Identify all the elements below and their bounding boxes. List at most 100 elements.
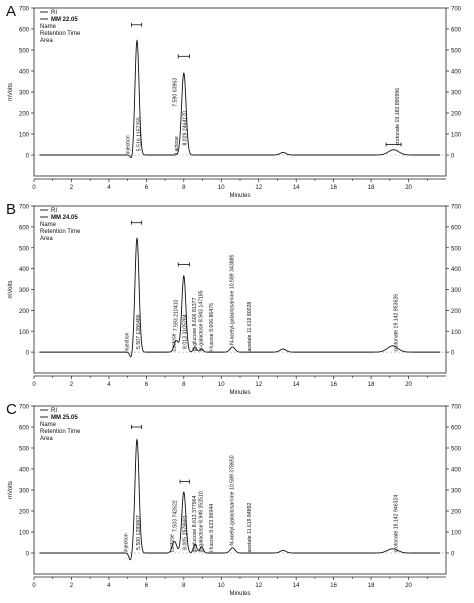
peak-annotation: 7.593 210410	[173, 299, 179, 331]
peak-annotation: acetate 11.619 84892	[247, 502, 253, 552]
x-tick-label: 16	[330, 583, 337, 589]
y-tick-label: 300	[19, 91, 30, 97]
x-tick-label: 20	[405, 185, 412, 191]
y-tick-label-right: 600	[451, 225, 462, 231]
peak-annotation: Lactose	[170, 534, 176, 552]
y-tick-label-right: 300	[451, 489, 462, 495]
x-tick-label: 16	[330, 185, 337, 191]
x-tick-label: 12	[255, 185, 262, 191]
y-tick-label-right: 100	[451, 133, 462, 139]
x-tick-label: 18	[368, 382, 375, 388]
y-tick-label-right: 400	[451, 267, 462, 273]
peak-annotation: Lactose	[171, 333, 177, 351]
legend-line: Name	[40, 422, 57, 428]
y-tick-label: 300	[19, 288, 30, 294]
y-tick-label: 600	[19, 28, 30, 34]
y-tick-label: 700	[19, 7, 30, 13]
peak-annotation: injection	[125, 332, 131, 351]
y-tick-label: 0	[26, 552, 30, 558]
y-tick-label: 200	[19, 112, 30, 118]
y-tick-label: 0	[26, 351, 30, 357]
x-axis-label: Minutes	[229, 591, 250, 597]
legend-sample: MM 25.05	[51, 415, 78, 421]
x-axis-label: Minutes	[229, 390, 250, 396]
y-tick-label-right: 300	[451, 288, 462, 294]
y-tick-label-right: 400	[451, 70, 462, 76]
y-tick-label-right: 100	[451, 330, 462, 336]
legend-series: RI	[51, 208, 57, 214]
legend-series: RI	[51, 10, 57, 16]
y-tick-label-right: 400	[451, 468, 462, 474]
x-tick-label: 10	[218, 382, 225, 388]
y-tick-label-right: 100	[451, 531, 462, 537]
x-tick-label: 6	[145, 583, 149, 589]
legend-line: Name	[40, 222, 57, 228]
x-tick-label: 4	[107, 185, 111, 191]
legend-line: Name	[40, 24, 57, 30]
x-tick-label: 0	[32, 382, 36, 388]
y-axis-label: mVolts	[8, 280, 14, 298]
y-tick-label: 0	[26, 154, 30, 160]
y-tick-label: 400	[19, 70, 30, 76]
x-tick-label: 8	[182, 382, 186, 388]
x-tick-label: 14	[293, 382, 300, 388]
x-tick-label: 10	[218, 185, 225, 191]
y-tick-label: 600	[19, 426, 30, 432]
peak-annotation: crotonate 19.142 853626	[393, 294, 399, 352]
y-tick-label-right: 0	[451, 552, 455, 558]
x-tick-label: 4	[107, 382, 111, 388]
peak-annotation: gl-glucose 8.606 81377	[192, 297, 198, 351]
peak-annotation: injection	[124, 533, 130, 552]
peak-annotation: l-fucose 9.623 96944	[209, 504, 215, 553]
chart-panel-a: A010020030040050060070001002003004005006…	[6, 3, 462, 199]
y-axis-label: mVolts	[8, 83, 14, 101]
panel-letter: A	[6, 3, 16, 20]
y-tick-label-right: 0	[451, 154, 455, 160]
y-tick-label-right: 600	[451, 426, 462, 432]
y-tick-label: 500	[19, 49, 30, 55]
chart-panel-c: C010020030040050060070001002003004005006…	[6, 401, 462, 597]
peak-annotation: gl-galactose 8.949 352510	[199, 491, 205, 552]
y-tick-label: 200	[19, 510, 30, 516]
legend-line: Area	[40, 436, 53, 442]
y-tick-label-right: 500	[451, 246, 462, 252]
peak-annotation: gl-glucose 8.613 377964	[192, 495, 198, 552]
x-tick-label: 6	[145, 185, 149, 191]
legend-line: Area	[40, 236, 53, 242]
y-tick-label-right: 200	[451, 309, 462, 315]
y-tick-label-right: 700	[451, 405, 462, 411]
plot-frame	[33, 405, 447, 575]
y-tick-label: 100	[19, 531, 30, 537]
x-tick-label: 14	[293, 583, 300, 589]
legend-sample: MM 24.05	[51, 215, 78, 221]
y-tick-label-right: 200	[451, 510, 462, 516]
y-tick-label-right: 600	[451, 28, 462, 34]
ri-trace	[39, 438, 441, 561]
panel-letter: B	[6, 201, 16, 218]
legend-series: RI	[51, 408, 57, 414]
peak-annotation: N-acetyl-galactosamine 10.589 343885	[229, 254, 235, 344]
peak-annotation: 8.029 2464170	[183, 111, 189, 146]
x-tick-label: 12	[255, 382, 262, 388]
y-tick-label: 100	[19, 133, 30, 139]
x-tick-label: 12	[255, 583, 262, 589]
peak-annotation: 8.005 2978681	[183, 515, 189, 550]
y-tick-label: 100	[19, 330, 30, 336]
x-tick-label: 10	[218, 583, 225, 589]
x-tick-label: 8	[182, 185, 186, 191]
legend-line: Retention Time	[40, 31, 81, 37]
peak-annotation: 7.590 63963	[172, 78, 178, 107]
y-tick-label: 200	[19, 309, 30, 315]
peak-annotation: 5.516 1157255	[137, 117, 143, 151]
y-tick-label-right: 700	[451, 7, 462, 13]
y-tick-label-right: 0	[451, 351, 455, 357]
peak-annotation: injection	[126, 135, 132, 154]
ri-trace	[39, 39, 441, 159]
x-tick-label: 14	[293, 185, 300, 191]
y-axis-label: mVolts	[8, 481, 14, 499]
x-tick-label: 6	[145, 382, 149, 388]
peak-annotation: 5.500 1289807	[136, 515, 142, 550]
x-tick-label: 2	[70, 185, 74, 191]
y-tick-label: 700	[19, 405, 30, 411]
